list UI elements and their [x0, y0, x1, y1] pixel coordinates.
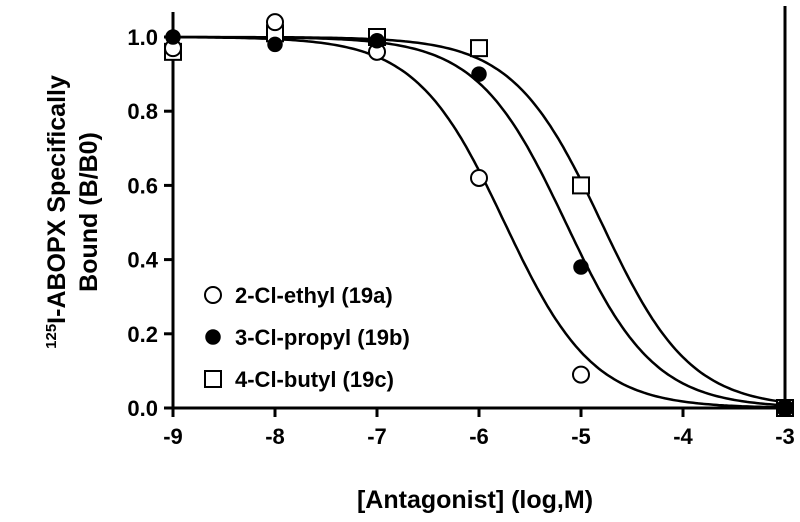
legend-close-paren: ) [387, 367, 394, 392]
fit-curve-19b [173, 35, 786, 407]
y-axis-title-line2: Bound (B/B0) [75, 132, 103, 292]
fit-curves [173, 35, 786, 409]
fit-curve-19a [173, 35, 785, 409]
legend-series-name: 3-Cl-propyl ( [235, 325, 365, 350]
y-tick-label: 0.8 [127, 99, 158, 124]
data-point-19a [572, 365, 590, 384]
data-points [164, 13, 794, 417]
legend-series-name: 2-Cl-ethyl ( [235, 283, 349, 308]
legend-label-19b: 3-Cl-propyl (19b) [235, 325, 410, 350]
y-axis-title-superscript: 125 [43, 324, 60, 349]
y-tick-label: 0.2 [127, 322, 158, 347]
legend-marker-19a [204, 286, 222, 304]
legend-label-19a: 2-Cl-ethyl (19a) [235, 283, 393, 308]
x-tick-label: -9 [163, 424, 183, 449]
legend-compound-id: 19a [349, 283, 386, 308]
data-point-19a [470, 168, 488, 187]
legend-marker-19b [205, 329, 221, 345]
legend-marker-19c [204, 370, 222, 388]
y-tick-label: 0.0 [127, 396, 158, 421]
data-point-19c [470, 39, 488, 58]
x-tick-label: -3 [775, 424, 795, 449]
x-axis-title: [Antagonist] (log,M) [357, 486, 593, 514]
data-point-19b [267, 36, 283, 53]
x-tick-label: -6 [469, 424, 489, 449]
legend-close-paren: ) [402, 325, 409, 350]
data-point-19b [471, 66, 487, 82]
legend-series-name: 4-Cl-butyl ( [235, 367, 351, 392]
y-tick-label: 1.0 [127, 25, 158, 50]
legend: 2-Cl-ethyl (19a)3-Cl-propyl (19b)4-Cl-bu… [204, 283, 410, 392]
data-point-19b [165, 29, 181, 45]
data-point-19c [572, 176, 590, 195]
y-axis-title-text: I-ABOPX Specifically [43, 75, 71, 324]
legend-close-paren: ) [385, 283, 392, 308]
x-tick-label: -5 [571, 424, 591, 449]
axes: -9 -8 -7 -6 -5 -4 -3 0.0 0.2 0.4 0.6 0.8 1.0 [127, 6, 795, 449]
legend-compound-id: 19c [350, 367, 387, 392]
data-point-19b [777, 400, 793, 416]
data-point-19b [369, 32, 385, 49]
legend-compound-id: 19b [365, 325, 403, 350]
y-axis-title-line1: 125I-ABOPX Specifically [43, 75, 71, 349]
data-point-19a [266, 13, 284, 32]
x-tick-label: -7 [367, 424, 387, 449]
axis-titles: [Antagonist] (log,M) 125I-ABOPX Specific… [43, 75, 593, 514]
data-point-19b [573, 259, 589, 275]
x-tick-label: -4 [673, 424, 693, 449]
legend-label-19c: 4-Cl-butyl (19c) [235, 367, 394, 392]
y-tick-label: 0.4 [127, 248, 158, 273]
x-tick-label: -8 [265, 424, 285, 449]
y-tick-label: 0.6 [127, 173, 158, 198]
